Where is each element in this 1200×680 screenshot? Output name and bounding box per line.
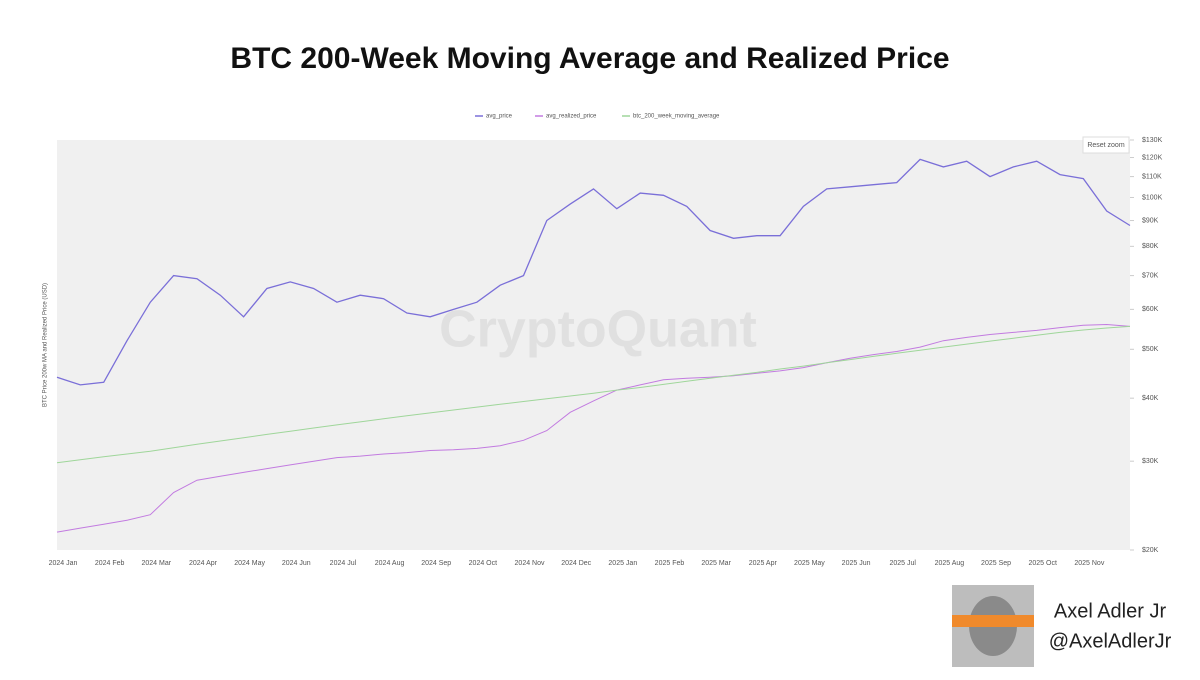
y-axis-title: BTC Price 200w MA and Realized Price (US… — [43, 283, 49, 407]
reset-zoom-button[interactable] — [1082, 136, 1130, 154]
y-tick-label: $30K — [1142, 458, 1159, 465]
x-tick-label: 2024 Dec — [561, 560, 591, 567]
x-tick-label: 2025 Jul — [890, 560, 917, 567]
y-tick-label: $70K — [1142, 272, 1159, 279]
y-tick-label: $90K — [1142, 217, 1159, 224]
x-tick-label: 2025 Oct — [1028, 560, 1056, 567]
x-tick-label: 2025 Mar — [701, 560, 731, 567]
y-tick-label: $60K — [1142, 306, 1159, 313]
x-tick-label: 2024 May — [234, 560, 265, 567]
x-tick-label: 2025 Apr — [749, 560, 778, 567]
x-tick-label: 2024 Mar — [142, 560, 172, 567]
y-tick-label: $100K — [1142, 194, 1163, 201]
author-handle: @AxelAdlerJr — [1049, 630, 1172, 652]
legend-label: btc_200_week_moving_average — [633, 114, 720, 120]
series-line — [56, 158, 1131, 386]
y-tick-label: $130K — [1142, 137, 1163, 144]
series-line — [56, 323, 1131, 533]
reset-zoom-label[interactable]: Reset zoom — [1087, 142, 1125, 149]
series-line — [56, 325, 1131, 464]
y-tick-label: $110K — [1142, 173, 1162, 180]
y-tick-label: $40K — [1142, 395, 1159, 402]
x-tick-label: 2024 Jul — [330, 560, 357, 567]
legend-label: avg_price — [486, 114, 513, 120]
x-tick-label: 2024 Feb — [95, 560, 125, 567]
x-tick-label: 2024 Sep — [421, 560, 451, 567]
x-tick-label: 2025 Sep — [981, 560, 1011, 567]
x-tick-label: 2025 Jan — [608, 560, 637, 567]
chart-title: BTC 200-Week Moving Average and Realized… — [230, 42, 949, 75]
x-tick-label: 2025 Jun — [842, 560, 871, 567]
y-tick-label: $80K — [1142, 243, 1159, 250]
author-photo-stripe — [952, 615, 1034, 627]
watermark: CryptoQuant — [439, 301, 757, 359]
y-tick-label: $20K — [1142, 547, 1159, 554]
legend-label: avg_realized_price — [546, 114, 597, 120]
x-tick-label: 2025 Aug — [935, 560, 965, 567]
x-tick-label: 2024 Oct — [469, 560, 497, 567]
x-tick-label: 2024 Jan — [49, 560, 78, 567]
x-tick-label: 2024 Nov — [515, 560, 545, 567]
x-tick-label: 2024 Jun — [282, 560, 311, 567]
x-tick-label: 2024 Apr — [189, 560, 218, 567]
x-tick-label: 2025 May — [794, 560, 825, 567]
x-tick-label: 2025 Feb — [655, 560, 685, 567]
y-tick-label: $120K — [1142, 154, 1163, 161]
x-tick-label: 2025 Nov — [1074, 560, 1104, 567]
author-name: Axel Adler Jr — [1054, 600, 1167, 622]
x-tick-label: 2024 Aug — [375, 560, 405, 567]
y-tick-label: $50K — [1142, 346, 1159, 353]
plot-background — [57, 140, 1130, 550]
